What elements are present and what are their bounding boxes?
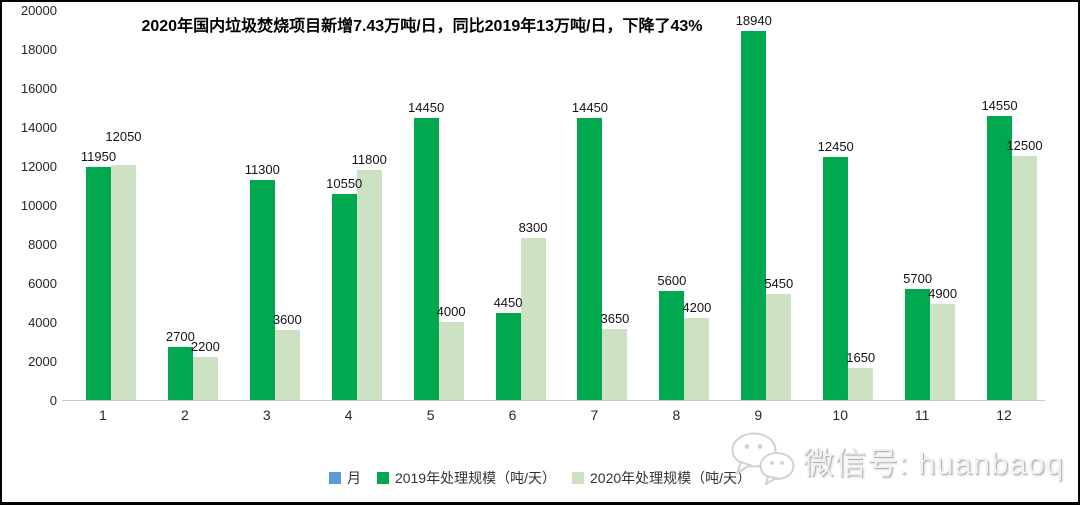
y-axis-tick-label: 6000 — [28, 276, 57, 291]
legend-item-month: 月 — [328, 468, 361, 488]
bar-2020-month-12 — [1012, 156, 1038, 400]
data-label-2020-month-12: 12500 — [1006, 138, 1043, 154]
legend-item-2019: 2019年处理规模（吨/天） — [376, 468, 556, 488]
bar-2019-month-11 — [905, 288, 931, 400]
data-label-2019-month-2: 2700 — [165, 329, 195, 345]
data-label-2020-month-10: 1650 — [846, 349, 876, 365]
watermark-text: 微信号: huanbaoq — [802, 446, 1064, 481]
data-label-2020-month-9: 5450 — [764, 275, 794, 291]
data-label-2019-month-8: 5600 — [657, 272, 687, 288]
legend-label-2019: 2019年处理规模（吨/天） — [394, 470, 556, 486]
data-label-2019-month-11: 5700 — [903, 270, 933, 286]
y-axis-tick-label: 4000 — [28, 315, 57, 330]
bar-2019-month-7 — [577, 118, 603, 400]
bar-2020-month-7 — [602, 328, 628, 400]
bar-2019-month-2 — [167, 347, 193, 400]
data-label-2020-month-7: 3650 — [600, 310, 630, 326]
y-axis-tick-label: 12000 — [20, 159, 57, 174]
data-label-2019-month-5: 14450 — [408, 100, 445, 116]
data-label-2019-month-10: 12450 — [817, 139, 854, 155]
data-label-2019-month-4: 10550 — [326, 176, 363, 192]
legend-swatch-2019 — [376, 472, 389, 484]
data-label-2020-month-5: 4000 — [436, 304, 466, 319]
legend-swatch-2020 — [572, 472, 584, 484]
data-label-2020-month-8: 4200 — [682, 300, 712, 316]
x-axis-tick-label: 3 — [262, 407, 271, 423]
bar-2020-month-11 — [930, 304, 956, 400]
x-axis-tick-label: 4 — [344, 407, 353, 423]
x-axis-line — [62, 400, 1045, 401]
data-label-2019-month-1: 11950 — [80, 148, 117, 164]
y-axis-tick-label: 18000 — [20, 42, 57, 57]
legend: 月 2019年处理规模（吨/天） 2020年处理规模（吨/天） — [2, 468, 1078, 488]
data-label-2020-month-6: 8300 — [518, 220, 548, 236]
y-axis-tick-label: 0 — [49, 393, 57, 408]
bar-2019-month-9 — [741, 30, 767, 400]
data-label-2020-month-4: 11800 — [351, 151, 387, 167]
bar-2019-month-12 — [987, 116, 1013, 400]
x-axis-tick-label: 1 — [99, 407, 107, 423]
legend-label-month: 月 — [346, 470, 361, 486]
bar-2019-month-1 — [85, 166, 111, 400]
legend-label-2020: 2020年处理规模（吨/天） — [590, 470, 752, 486]
bar-2019-month-6 — [495, 313, 521, 400]
x-axis-tick-label: 2 — [180, 407, 189, 423]
data-label-2020-month-11: 4900 — [928, 286, 958, 302]
data-label-2020-month-1: 12050 — [105, 129, 142, 145]
watermark: 微信号: huanbaoq — [729, 431, 1064, 490]
y-axis-tick-label: 14000 — [20, 120, 57, 135]
bar-2020-month-6 — [520, 238, 546, 400]
bar-2019-month-3 — [249, 179, 275, 400]
x-axis-tick-label: 7 — [590, 407, 599, 423]
bar-2020-month-5 — [438, 322, 464, 400]
x-axis-tick-label: 9 — [754, 407, 763, 423]
x-axis-tick-label: 11 — [914, 407, 930, 423]
bar-2020-month-2 — [192, 357, 218, 400]
y-axis-tick-label: 2000 — [28, 354, 57, 369]
y-axis-tick-label: 20000 — [20, 3, 57, 18]
bar-2020-month-9 — [766, 293, 792, 400]
y-axis-tick-label: 16000 — [20, 81, 57, 96]
legend-swatch-month — [328, 472, 341, 484]
bar-2019-month-5 — [413, 118, 439, 400]
data-label-2019-month-3: 11300 — [244, 161, 280, 177]
bar-2020-month-4 — [356, 169, 382, 400]
bar-2020-month-1 — [110, 165, 136, 400]
bar-2020-month-3 — [274, 329, 300, 400]
x-axis-tick-label: 5 — [426, 407, 435, 423]
y-axis-tick-label: 8000 — [28, 237, 57, 252]
data-label-2020-month-3: 3600 — [272, 311, 302, 327]
x-axis-tick-label: 10 — [832, 407, 848, 423]
bar-2019-month-4 — [331, 194, 357, 400]
data-label-2019-month-12: 14550 — [981, 98, 1018, 114]
bar-2019-month-10 — [823, 157, 849, 400]
bar-2019-month-8 — [659, 290, 685, 400]
chart-title: 2020年国内垃圾焚烧项目新增7.43万吨/日，同比2019年13万吨/日，下降… — [141, 18, 703, 35]
y-axis-tick-label: 10000 — [20, 198, 57, 213]
x-axis-tick-label: 6 — [508, 407, 517, 423]
bar-2020-month-8 — [684, 318, 710, 400]
data-label-2019-month-9: 18940 — [735, 12, 772, 28]
data-label-2019-month-7: 14450 — [571, 100, 609, 116]
wechat-icon — [729, 431, 797, 490]
bar-2020-month-10 — [848, 367, 874, 400]
legend-item-2020: 2020年处理规模（吨/天） — [572, 468, 751, 488]
x-axis-tick-label: 12 — [996, 407, 1012, 423]
x-axis-tick-label: 8 — [672, 407, 681, 423]
data-label-2019-month-6: 4450 — [493, 295, 523, 311]
data-label-2020-month-2: 2200 — [190, 339, 220, 355]
